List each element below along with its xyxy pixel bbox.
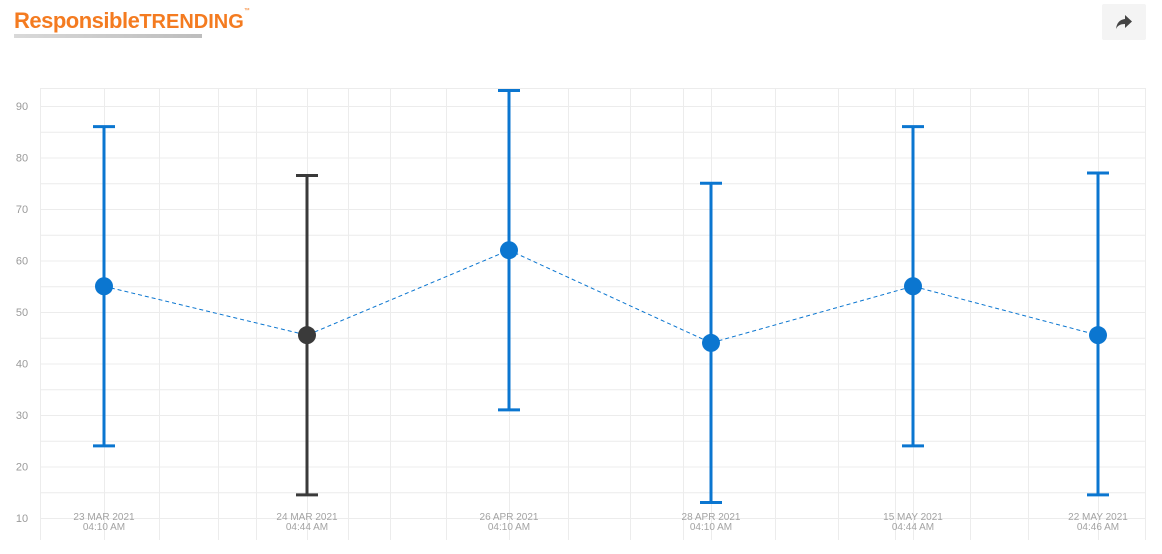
data-point[interactable]	[702, 333, 720, 352]
brand-logo: ResponsibleTRENDING™	[14, 8, 250, 38]
x-tick-label-time: 04:46 AM	[1077, 522, 1119, 533]
y-tick-label: 70	[16, 204, 28, 216]
x-tick-label-date: 23 MAR 2021	[73, 512, 135, 523]
x-tick-label-time: 04:44 AM	[286, 522, 328, 533]
x-tick-label-date: 24 MAR 2021	[276, 512, 338, 523]
x-tick-label-date: 22 MAY 2021	[1068, 512, 1128, 523]
y-tick-label: 90	[16, 101, 28, 113]
series-connector-line	[103, 249, 1099, 344]
x-tick-label-date: 26 APR 2021	[480, 512, 539, 523]
x-tick-label-time: 04:10 AM	[83, 522, 125, 533]
y-tick-label: 40	[16, 359, 28, 371]
x-tick-label-date: 28 APR 2021	[682, 512, 741, 523]
logo-underline	[14, 34, 202, 38]
connector-line	[103, 249, 1099, 344]
x-tick-label-date: 15 MAY 2021	[883, 512, 943, 523]
data-points	[95, 241, 1107, 352]
x-tick-label-time: 04:10 AM	[690, 522, 732, 533]
grid-lines	[40, 88, 1146, 540]
y-tick-label: 20	[16, 462, 28, 474]
share-button[interactable]	[1102, 4, 1146, 40]
x-tick-label-time: 04:10 AM	[488, 522, 530, 533]
y-tick-label: 60	[16, 256, 28, 268]
data-point[interactable]	[904, 277, 922, 296]
y-tick-label: 80	[16, 153, 28, 165]
data-point[interactable]	[1089, 326, 1107, 345]
y-tick-label: 50	[16, 307, 28, 319]
logo-trademark: ™	[243, 8, 250, 14]
x-tick-label-time: 04:44 AM	[892, 522, 934, 533]
share-arrow-icon	[1116, 15, 1132, 29]
y-tick-label: 30	[16, 410, 28, 422]
y-tick-label: 10	[16, 513, 28, 525]
y-axis-ticks: 10 20 30 40 50 60 70 80 90	[16, 101, 28, 525]
data-point[interactable]	[298, 326, 316, 345]
data-point[interactable]	[95, 277, 113, 296]
logo-text-responsible: Responsible	[14, 8, 140, 33]
logo-text-trending: TRENDING	[139, 11, 244, 33]
data-point[interactable]	[500, 241, 518, 260]
